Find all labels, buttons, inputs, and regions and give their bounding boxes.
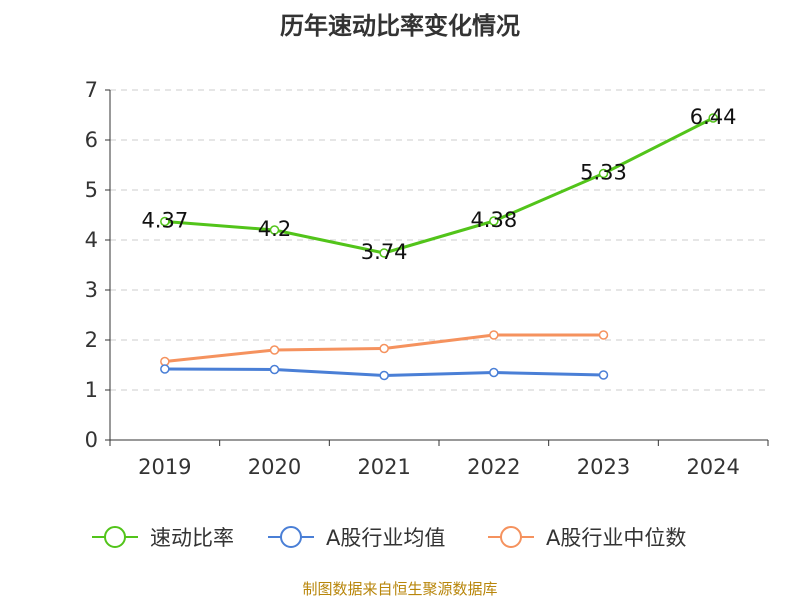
x-tick-label: 2020 [248, 455, 301, 479]
data-point [379, 370, 389, 381]
legend-label: A股行业中位数 [546, 526, 686, 550]
data-point [489, 216, 499, 226]
data-label: 6.44 [690, 105, 737, 129]
data-point [598, 168, 609, 179]
data-label: 4.2 [258, 217, 291, 241]
chart-title: 历年速动比率变化情况 [280, 12, 520, 40]
data-point [269, 345, 280, 355]
series-layer: 4.37 4.2 3.74 4.38 5.33 6.44 [141, 105, 737, 381]
data-point [269, 225, 280, 235]
data-point [489, 367, 499, 378]
axes: 0 1 2 3 4 5 6 7 2019 2020 2021 2022 2023 2024 [85, 78, 769, 479]
y-tick-label: 5 [85, 178, 98, 202]
legend-label: A股行业均值 [326, 526, 445, 550]
y-tick-label: 4 [85, 228, 98, 252]
legend-marker [104, 526, 126, 548]
legend-marker [500, 526, 522, 548]
data-point [598, 370, 609, 380]
x-tick-label: 2022 [467, 455, 520, 479]
legend: 速动比率 A股行业均值 A股行业中位数 [92, 526, 686, 550]
source-note: 制图数据来自恒生聚源数据库 [302, 580, 497, 598]
data-label: 4.38 [470, 208, 517, 232]
y-tick-label: 0 [85, 428, 98, 452]
y-tick-label: 3 [85, 278, 98, 302]
y-tick-label: 6 [85, 128, 98, 152]
x-tick-label: 2021 [357, 455, 410, 479]
data-point [269, 364, 280, 375]
x-tick-label: 2023 [577, 455, 630, 479]
grid-lines [110, 89, 768, 391]
series-line [164, 116, 714, 255]
y-tick-label: 7 [85, 78, 98, 102]
data-point [379, 343, 389, 354]
y-tick-label: 2 [85, 328, 98, 352]
data-point [598, 330, 609, 340]
data-label: 5.33 [580, 161, 627, 185]
data-label: 4.37 [141, 209, 188, 233]
data-point [489, 330, 499, 340]
data-point [160, 216, 170, 227]
data-point [160, 364, 170, 374]
x-tick-label: 2019 [138, 455, 191, 479]
x-tick-label: 2024 [686, 455, 739, 479]
y-tick-label: 1 [85, 378, 98, 402]
data-point [708, 113, 718, 123]
data-label: 3.74 [361, 240, 408, 264]
legend-marker [280, 526, 302, 548]
data-point [379, 248, 389, 258]
legend-label: 速动比率 [150, 526, 234, 550]
